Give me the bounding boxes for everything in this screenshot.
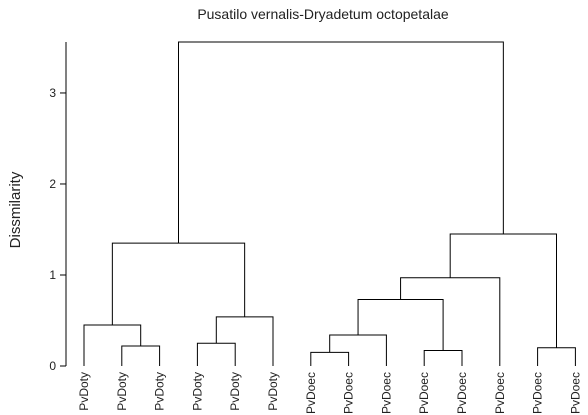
merge-bracket (83, 324, 142, 366)
leaf-label: PvDoty (266, 372, 280, 411)
merge-bracket (449, 233, 557, 348)
leaf-label: PvDoec (531, 372, 545, 414)
merge-bracket (111, 242, 246, 326)
merge-bracket (121, 345, 161, 366)
leaf-label: PvDoty (228, 372, 242, 411)
merge-bracket (196, 342, 236, 366)
y-tick-label: 3 (49, 86, 56, 100)
leaf-label: PvDoec (417, 372, 431, 414)
leaf-label: PvDoty (190, 372, 204, 411)
leaf-label: PvDoec (379, 372, 393, 414)
leaf-label: PvDoec (493, 372, 507, 414)
leaf-label: PvDoec (455, 372, 469, 414)
leaf-label: PvDoty (153, 372, 167, 411)
merge-bracket (329, 334, 387, 366)
leaf-label: PvDoec (304, 372, 318, 414)
leaf-label: PvDoty (77, 372, 91, 411)
merge-bracket (400, 277, 501, 366)
chart-title: Pusatilo vernalis-Dryadetum octopetalae (197, 6, 449, 22)
leaf-label: PvDoty (115, 372, 129, 411)
merge-bracket (310, 351, 350, 366)
y-tick-label: 2 (49, 177, 56, 191)
leaf-label: PvDoec (342, 372, 356, 414)
leaf-label: PvDoec (568, 372, 582, 414)
y-tick-label: 1 (49, 268, 56, 282)
y-axis-label: Dissmilarity (7, 171, 24, 248)
y-tick-label: 0 (49, 359, 56, 373)
merge-bracket (357, 299, 444, 351)
merge-bracket (537, 347, 576, 366)
merge-bracket (178, 41, 504, 244)
merge-bracket (423, 350, 463, 366)
merge-bracket (215, 316, 274, 366)
